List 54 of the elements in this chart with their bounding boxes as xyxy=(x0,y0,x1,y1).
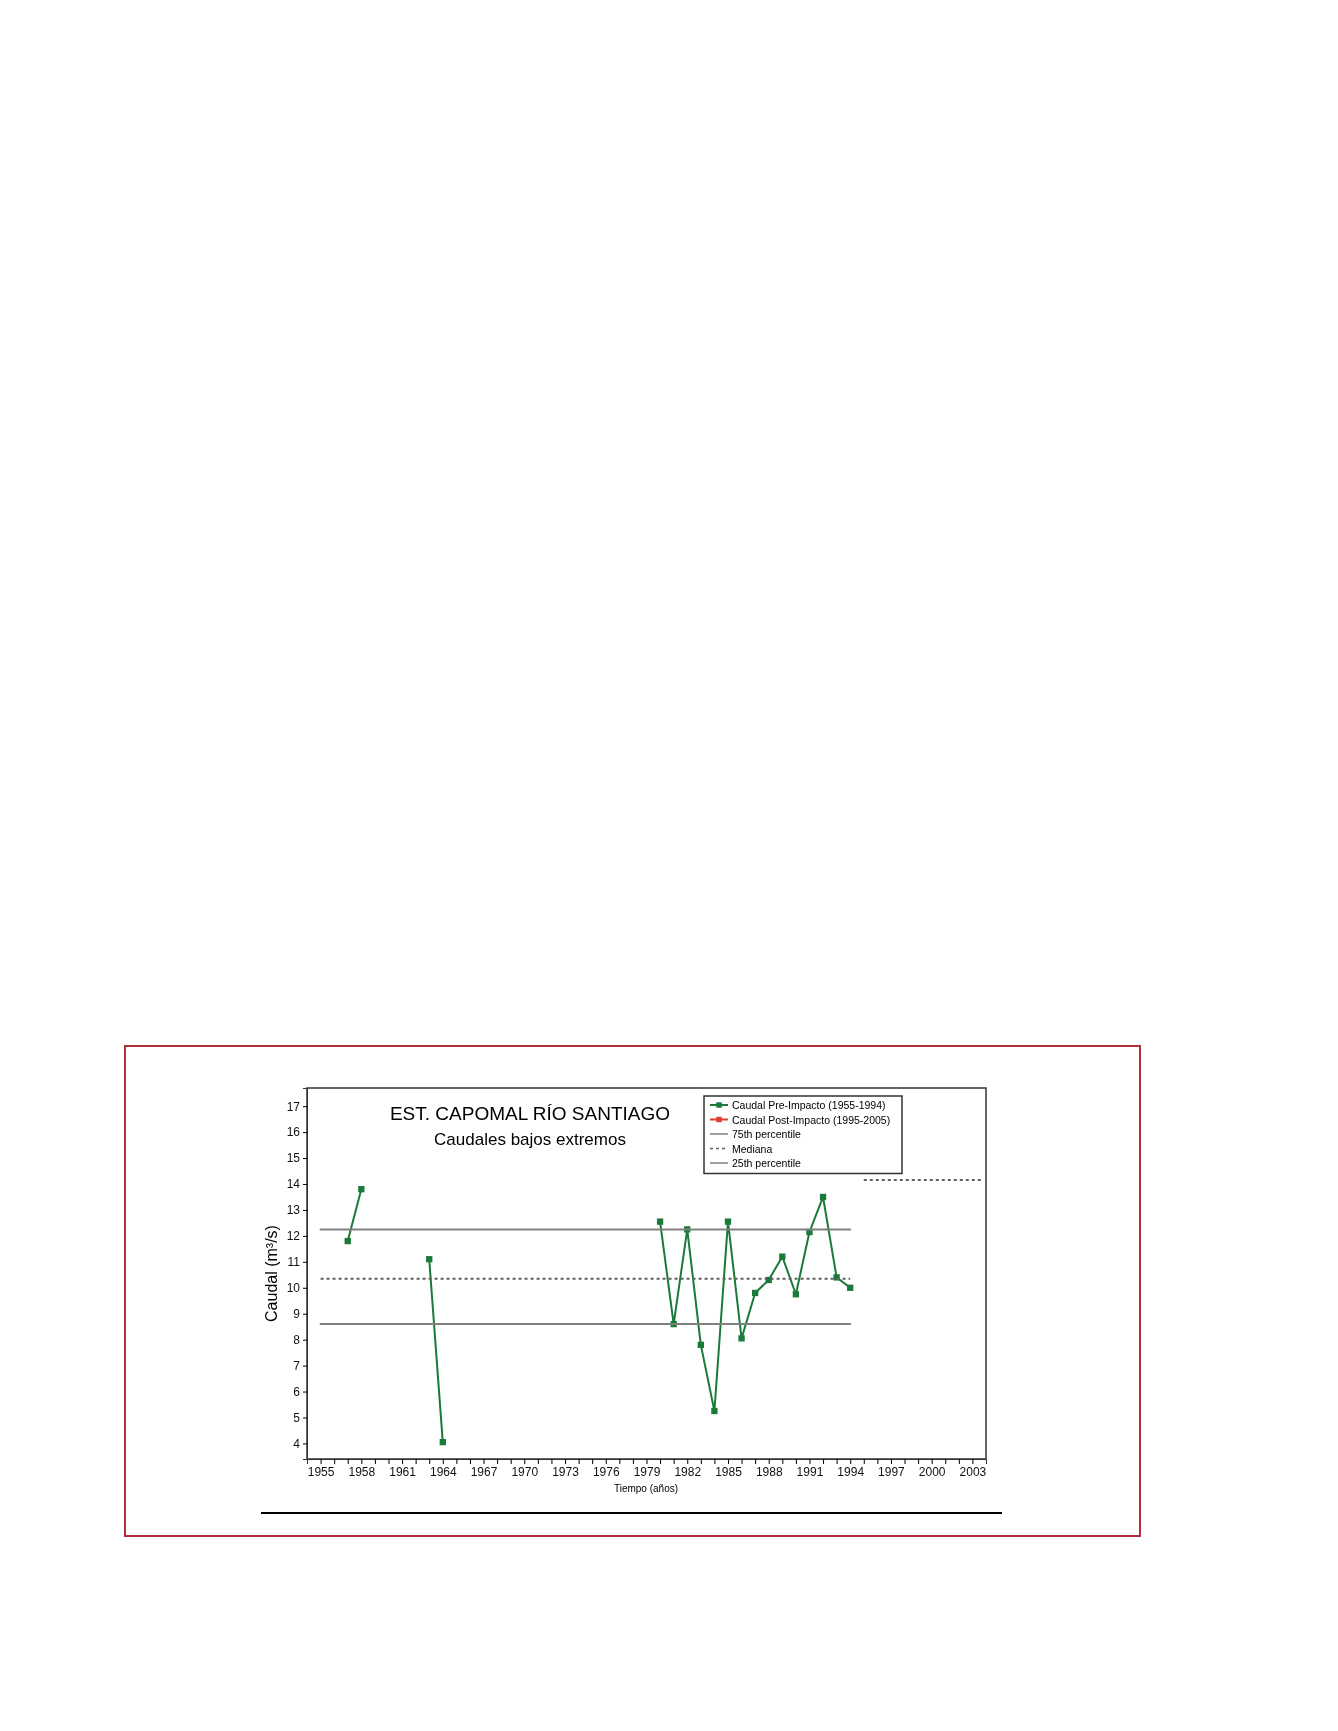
point xyxy=(847,1284,854,1291)
x-tick-label: 1973 xyxy=(552,1464,580,1479)
x-tick-label: 1955 xyxy=(307,1464,335,1479)
x-tick-label: 2000 xyxy=(918,1464,946,1479)
legend-label: Mediana xyxy=(732,1142,773,1155)
legend-label: Caudal Post-Impacto (1995-2005) xyxy=(732,1113,891,1126)
y-tick-label: 7 xyxy=(293,1358,301,1373)
y-tick-label: 15 xyxy=(286,1151,301,1166)
x-tick-label: 2003 xyxy=(959,1464,987,1479)
x-axis-title: Tiempo (años) xyxy=(613,1483,679,1494)
point xyxy=(358,1186,365,1193)
x-tick-label: 1991 xyxy=(796,1464,824,1479)
y-axis-title: Caudal (m³/s) xyxy=(263,1225,280,1322)
y-tick-label: 13 xyxy=(286,1203,301,1218)
x-tick-label: 1982 xyxy=(674,1464,702,1479)
y-tick-label: 14 xyxy=(286,1177,301,1192)
text: Caudales bajos extremos xyxy=(434,1130,626,1149)
x-tick-label: 1988 xyxy=(755,1464,783,1479)
legend-label: 75th percentile xyxy=(732,1128,802,1140)
y-tick-label: 8 xyxy=(293,1333,301,1347)
legend-label: 25th percentile xyxy=(732,1157,802,1169)
point xyxy=(738,1335,745,1342)
point xyxy=(792,1291,800,1298)
x-tick-label: 1997 xyxy=(878,1464,906,1479)
y-tick-label: 10 xyxy=(286,1281,301,1296)
point xyxy=(426,1256,433,1263)
y-tick-label: 11 xyxy=(287,1255,301,1270)
x-tick-label: 1979 xyxy=(633,1464,661,1479)
x-tick-label: 1967 xyxy=(470,1464,498,1479)
x-tick-label: 1970 xyxy=(511,1464,539,1479)
y-tick-label: 6 xyxy=(293,1384,301,1399)
legend-label: Caudal Pre-Impacto (1955-1994) xyxy=(732,1099,886,1111)
point xyxy=(724,1218,732,1225)
y-tick-label: 17 xyxy=(286,1099,301,1114)
y-tick-label: 9 xyxy=(293,1307,301,1322)
point xyxy=(697,1341,704,1349)
point xyxy=(439,1438,446,1446)
point xyxy=(779,1253,786,1260)
point xyxy=(751,1289,759,1297)
y-tick-label: 5 xyxy=(293,1410,301,1425)
text: EST. CAPOMAL RÍO SANTIAGO xyxy=(389,1103,671,1124)
point xyxy=(711,1407,718,1415)
x-tick-label: 1976 xyxy=(592,1464,620,1479)
point xyxy=(819,1193,827,1201)
x-tick-label: 1964 xyxy=(429,1464,457,1479)
x-tick-label: 1961 xyxy=(389,1464,417,1479)
x-tick-label: 1985 xyxy=(715,1464,743,1479)
y-tick-label: 12 xyxy=(286,1229,301,1244)
y-tick-label: 4 xyxy=(293,1436,301,1451)
x-tick-label: 1958 xyxy=(348,1464,376,1479)
point xyxy=(344,1237,351,1245)
y-tick-label: 16 xyxy=(286,1125,301,1140)
point xyxy=(656,1218,664,1225)
x-tick-label: 1994 xyxy=(837,1464,865,1479)
